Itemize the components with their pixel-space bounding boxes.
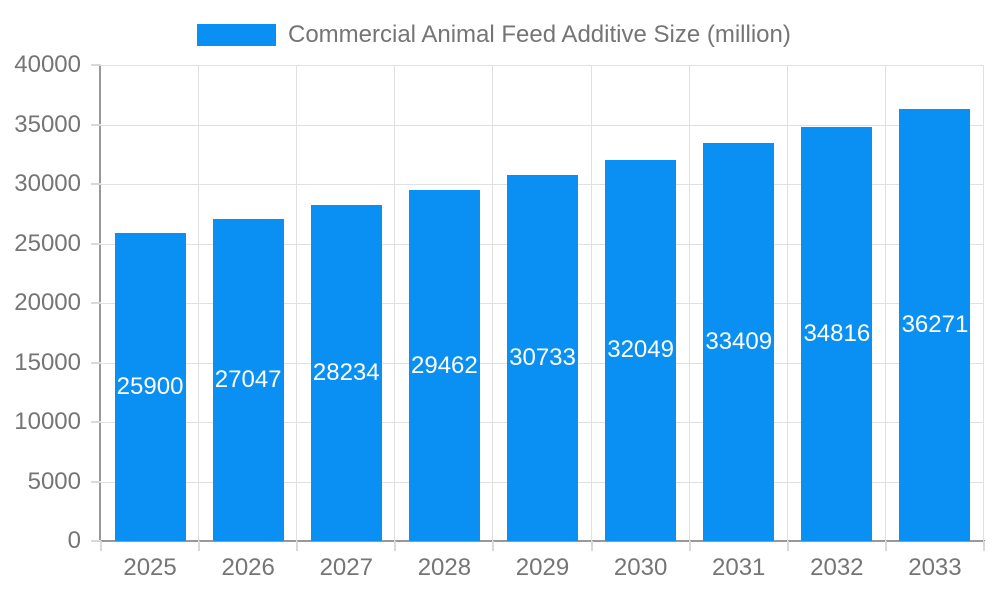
bar: 32049 xyxy=(605,159,677,541)
x-tick-mark xyxy=(884,541,887,551)
y-tick-label: 25000 xyxy=(14,229,81,257)
x-tick-label: 2028 xyxy=(417,554,472,581)
x-tick-label: 2025 xyxy=(123,554,177,581)
y-tick-mark xyxy=(91,302,101,304)
bar: 29462 xyxy=(408,190,480,541)
v-gridline xyxy=(394,65,396,541)
x-tick-mark xyxy=(296,541,299,551)
x-tick-label: 2031 xyxy=(712,554,766,581)
x-tick-mark xyxy=(688,541,691,551)
x-axis-line xyxy=(99,540,985,542)
bar: 33409 xyxy=(703,143,775,541)
y-tick-label: 10000 xyxy=(14,408,81,435)
x-tick-mark xyxy=(198,541,201,551)
v-gridline xyxy=(786,65,788,541)
y-tick-mark xyxy=(91,183,101,185)
v-gridline xyxy=(590,65,592,541)
bar-value-label: 28234 xyxy=(312,359,380,386)
y-tick-label: 20000 xyxy=(14,289,81,316)
x-tick-label: 2030 xyxy=(613,554,668,581)
x-tick-label: 2027 xyxy=(319,554,373,581)
x-tick-mark xyxy=(100,541,102,551)
bar-value-label: 34816 xyxy=(803,319,871,347)
y-tick-label: 30000 xyxy=(14,170,81,197)
x-tick-mark xyxy=(590,541,593,551)
x-tick-label: 2029 xyxy=(515,554,570,581)
y-tick-mark xyxy=(91,242,101,245)
bar-value-label: 36271 xyxy=(901,311,969,339)
x-tick-mark xyxy=(983,541,985,551)
y-tick-label: 35000 xyxy=(14,110,81,138)
v-gridline xyxy=(198,65,200,541)
chart-legend: Commercial Animal Feed Additive Size (mi… xyxy=(197,21,791,49)
v-gridline xyxy=(296,65,298,541)
plot-area: 25900 27047 28234 29462 30733 32049 33409 34816… xyxy=(101,65,984,541)
bar-value-label: 29462 xyxy=(411,351,478,379)
x-tick-mark xyxy=(492,541,495,551)
y-tick-label: 40000 xyxy=(14,51,81,78)
y-tick-label: 0 xyxy=(67,527,81,554)
bar: 27047 xyxy=(212,219,284,541)
v-gridline xyxy=(688,65,690,541)
y-tick-label: 5000 xyxy=(27,467,81,495)
bar: 34816 xyxy=(801,126,873,541)
v-gridline xyxy=(884,65,886,541)
bar-value-label: 33409 xyxy=(705,328,773,356)
bar-value-label: 27047 xyxy=(214,366,282,394)
y-tick-mark xyxy=(91,480,101,483)
v-gridline xyxy=(983,65,984,541)
bar-value-label: 32049 xyxy=(607,336,674,364)
x-tick-mark xyxy=(786,541,789,551)
legend-swatch xyxy=(197,24,276,46)
x-tick-label: 2026 xyxy=(221,554,275,581)
x-tick-label: 2032 xyxy=(810,554,864,581)
y-tick-mark xyxy=(91,540,101,542)
h-gridline xyxy=(101,124,984,126)
y-tick-mark xyxy=(91,64,101,66)
y-tick-label: 15000 xyxy=(14,348,81,376)
h-gridline xyxy=(101,65,984,66)
y-tick-mark xyxy=(91,421,101,423)
v-gridline xyxy=(492,65,494,541)
y-tick-mark xyxy=(91,361,101,364)
x-tick-mark xyxy=(394,541,397,551)
bar: 36271 xyxy=(899,109,971,541)
bar: 25900 xyxy=(114,232,186,541)
y-tick-mark xyxy=(91,123,101,126)
bar-value-label: 30733 xyxy=(509,344,576,372)
bar-value-label: 25900 xyxy=(116,372,184,400)
bar: 28234 xyxy=(310,205,382,541)
bar: 30733 xyxy=(507,175,578,541)
x-tick-label: 2033 xyxy=(908,554,962,581)
legend-label: Commercial Animal Feed Additive Size (mi… xyxy=(288,21,791,48)
